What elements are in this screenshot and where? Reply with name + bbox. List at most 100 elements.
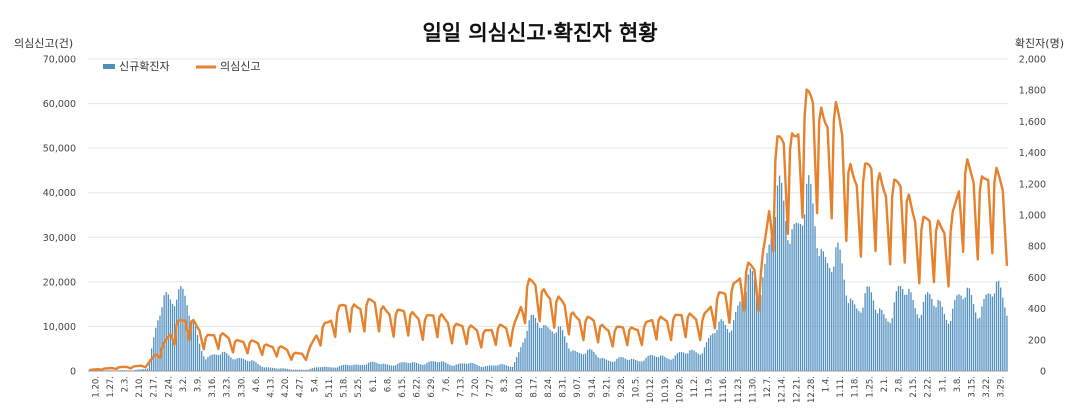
new-cases-bar <box>255 362 257 371</box>
x-tick-label: 9.07. <box>573 376 583 398</box>
new-cases-bar <box>864 293 866 371</box>
new-cases-bar <box>707 337 710 371</box>
new-cases-bar <box>899 285 902 371</box>
new-cases-bar <box>645 357 647 371</box>
new-cases-bars <box>88 175 1008 371</box>
x-tick-label: 8.3. <box>500 376 510 392</box>
new-cases-bar <box>463 363 466 371</box>
new-cases-bar <box>447 363 449 371</box>
new-cases-bar <box>418 363 420 371</box>
left-tick-label: 60,000 <box>43 99 76 110</box>
new-cases-bar <box>582 354 585 371</box>
new-cases-bar <box>411 362 414 371</box>
new-cases-bar <box>995 281 998 371</box>
x-tick-label: 3.8. <box>953 376 963 392</box>
new-cases-bar <box>843 279 845 371</box>
new-cases-bar <box>392 365 395 371</box>
new-cases-bar <box>413 362 416 371</box>
x-tick-label: 10.19. <box>661 376 671 403</box>
new-cases-bar <box>870 292 872 371</box>
new-cases-bar <box>997 280 1000 371</box>
right-axis-label: 확진자(명) <box>1015 37 1064 50</box>
x-tick-label: 2.24. <box>164 376 174 398</box>
new-cases-bar <box>224 351 226 371</box>
x-tick-label: 6.1. <box>369 376 379 392</box>
new-cases-bar <box>860 312 862 371</box>
new-cases-bar <box>547 327 549 371</box>
x-tick-label: 5.4. <box>310 376 320 392</box>
x-tick-label: 2.15. <box>909 376 919 398</box>
new-cases-bar <box>286 368 288 371</box>
new-cases-bar <box>739 301 741 371</box>
new-cases-bar <box>858 311 860 371</box>
new-cases-bar <box>689 350 691 371</box>
x-tick-label: 3.2. <box>179 376 189 392</box>
new-cases-bar <box>299 369 301 371</box>
new-cases-bar <box>803 214 806 371</box>
new-cases-bar <box>643 360 645 371</box>
new-cases-bar <box>616 358 618 371</box>
new-cases-bar <box>975 312 977 371</box>
new-cases-bar <box>872 300 875 371</box>
right-tick-label: 600 <box>1028 273 1046 284</box>
new-cases-bar <box>714 333 716 371</box>
new-cases-bar <box>620 356 622 371</box>
new-cases-bar <box>557 326 560 371</box>
new-cases-bar <box>624 358 626 371</box>
new-cases-bar <box>146 368 149 371</box>
new-cases-bar <box>472 363 474 371</box>
new-cases-bar <box>407 363 409 371</box>
new-cases-bar <box>964 297 966 371</box>
new-cases-bar <box>962 299 964 371</box>
new-cases-bar <box>367 362 370 371</box>
new-cases-bar <box>430 361 432 371</box>
new-cases-bar <box>347 364 349 371</box>
new-cases-bar <box>956 295 958 371</box>
new-cases-bar <box>887 321 889 371</box>
x-tick-label: 1.18. <box>851 376 861 398</box>
x-tick-label: 5.18. <box>340 376 350 398</box>
x-tick-label: 8.10. <box>515 376 525 398</box>
new-cases-bar <box>153 337 155 371</box>
new-cases-bar <box>906 294 908 371</box>
new-cases-bar <box>828 267 831 371</box>
x-tick-label: 10.5. <box>632 376 642 398</box>
new-cases-bar <box>918 318 920 371</box>
new-cases-bar <box>778 175 781 371</box>
new-cases-bar <box>468 363 470 371</box>
new-cases-bar <box>297 369 299 371</box>
new-cases-bar <box>634 359 637 371</box>
new-cases-bar <box>503 364 505 371</box>
new-cases-bar <box>785 221 787 371</box>
x-tick-label: 7.20. <box>471 376 481 398</box>
left-tick-label: 10,000 <box>43 322 76 333</box>
new-cases-bar <box>927 291 929 371</box>
new-cases-bar <box>349 365 351 371</box>
new-cases-bar <box>831 271 833 371</box>
new-cases-bar <box>564 336 566 371</box>
left-axis-label: 의심신고(건) <box>14 37 73 50</box>
new-cases-bar <box>764 263 766 371</box>
new-cases-bar <box>395 365 397 371</box>
new-cases-bar <box>342 364 345 371</box>
x-tick-label: 3.16. <box>208 376 218 398</box>
right-axis-ticks: 0 200 400 600 800 1,000 1,200 1,400 1,600 1,800 2,… <box>1019 55 1046 378</box>
chart-title: 일일 의심신고·확진자 현황 <box>422 21 657 45</box>
new-cases-bar <box>760 294 762 371</box>
right-tick-label: 1,800 <box>1019 86 1046 97</box>
new-cases-bar <box>970 295 973 371</box>
x-tick-label: 10.26. <box>675 376 685 403</box>
new-cases-bar <box>916 314 918 371</box>
new-cases-bar <box>361 365 363 371</box>
new-cases-bar <box>449 364 451 371</box>
new-cases-bar <box>941 306 943 371</box>
new-cases-bar <box>518 352 520 371</box>
new-cases-bar <box>211 354 213 371</box>
new-cases-bar <box>311 368 313 371</box>
new-cases-bar <box>545 325 547 371</box>
new-cases-bar <box>935 307 937 371</box>
new-cases-bar <box>507 366 510 371</box>
new-cases-bar <box>666 358 668 371</box>
new-cases-bar <box>424 364 426 371</box>
